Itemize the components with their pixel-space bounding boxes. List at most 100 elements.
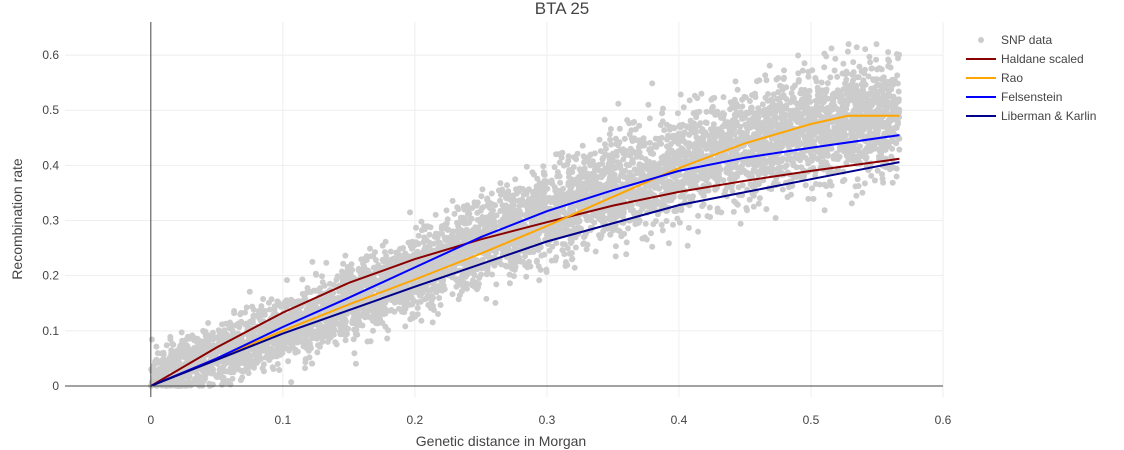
snp-data-point (648, 230, 654, 237)
snp-data-point (489, 271, 496, 278)
snp-data-point (795, 52, 802, 59)
snp-data-point (816, 154, 823, 161)
snp-data-point (153, 343, 160, 350)
snp-data-point (526, 258, 532, 265)
snp-data-point (497, 191, 504, 198)
snp-data-point (848, 134, 855, 141)
snp-data-point (620, 213, 626, 220)
snp-data-point (294, 348, 301, 355)
snp-data-point (437, 302, 444, 308)
snp-data-point (574, 216, 581, 223)
snp-data-point (739, 115, 746, 122)
snp-data-point (229, 375, 236, 382)
snp-data-point (402, 292, 408, 299)
snp-data-point (583, 246, 590, 253)
snp-data-point (250, 306, 257, 313)
snp-data-point (853, 192, 860, 199)
snp-data-point (541, 171, 547, 178)
snp-data-point (855, 183, 862, 189)
snp-data-point (537, 266, 544, 273)
snp-data-point (824, 80, 831, 87)
snp-data-point (766, 62, 773, 69)
snp-data-point (540, 163, 547, 170)
snp-data-point (455, 206, 462, 213)
snp-data-point (564, 245, 571, 252)
snp-data-point (242, 309, 248, 316)
snp-data-point (805, 195, 812, 202)
snp-data-point (160, 349, 167, 356)
snp-data-point (638, 154, 645, 161)
snp-data-point (312, 287, 319, 294)
snp-data-point (512, 176, 519, 183)
snp-data-point (497, 197, 503, 204)
snp-data-point (801, 60, 808, 67)
snp-data-point (865, 90, 872, 97)
snp-data-point (694, 135, 701, 142)
snp-data-point (161, 356, 168, 363)
snp-data-point (743, 169, 750, 176)
snp-data-point (606, 131, 613, 138)
snp-data-point (885, 49, 892, 56)
snp-data-point (231, 308, 238, 314)
snp-data-point (314, 349, 321, 356)
snp-data-point (302, 310, 308, 316)
snp-data-point (818, 79, 825, 86)
snp-data-point (269, 364, 276, 371)
snp-data-point (498, 261, 505, 268)
snp-data-point (845, 98, 851, 104)
snp-data-point (659, 110, 666, 117)
snp-data-point (810, 195, 817, 202)
snp-data-point (566, 174, 572, 180)
snp-data-point (352, 360, 359, 367)
snp-data-point (859, 81, 866, 88)
snp-data-point (684, 242, 691, 249)
snp-data-point (874, 167, 881, 174)
snp-data-point (885, 56, 892, 63)
snp-data-point (531, 171, 537, 178)
snp-data-point (486, 205, 493, 212)
snp-data-point (351, 350, 358, 357)
snp-data-point (288, 379, 295, 386)
snp-data-point (677, 91, 684, 98)
snp-data-point (621, 193, 628, 200)
snp-data-point (597, 148, 604, 155)
snp-data-point (299, 276, 306, 283)
snp-data-point (396, 305, 402, 312)
snp-data-point (596, 181, 603, 188)
snp-data-point (680, 104, 687, 111)
snp-data-point (649, 80, 656, 87)
snp-data-point (631, 119, 638, 125)
snp-data-point (706, 204, 713, 211)
snp-data-point (739, 162, 745, 169)
snp-data-point (801, 118, 808, 125)
snp-data-point (312, 270, 319, 277)
snp-data-point (581, 159, 588, 166)
snp-data-point (670, 221, 676, 228)
snp-data-point (681, 195, 688, 201)
snp-data-point (660, 105, 666, 112)
snp-data-point (623, 251, 630, 258)
snp-data-point (676, 123, 682, 130)
snp-data-point (255, 308, 262, 314)
snp-data-point (750, 203, 757, 210)
snp-data-point (663, 218, 670, 224)
snp-data-point (781, 74, 787, 81)
snp-data-point (802, 136, 808, 142)
snp-data-point (616, 125, 623, 132)
snp-data-point (285, 358, 292, 365)
snp-data-point (367, 245, 373, 252)
snp-data-point (402, 323, 409, 330)
snp-data-point (894, 121, 901, 128)
snp-data-point (714, 205, 721, 212)
snp-data-point (646, 146, 653, 153)
snp-data-point (364, 338, 371, 345)
snp-data-point (754, 78, 760, 85)
snp-data-point (781, 164, 788, 170)
snp-data-point (266, 355, 273, 362)
snp-data-point (777, 164, 784, 171)
snp-data-point (251, 364, 257, 371)
snp-data-point (435, 311, 441, 317)
snp-data-point (832, 55, 839, 62)
snp-data-point (597, 209, 604, 216)
snp-data-point (772, 215, 779, 221)
